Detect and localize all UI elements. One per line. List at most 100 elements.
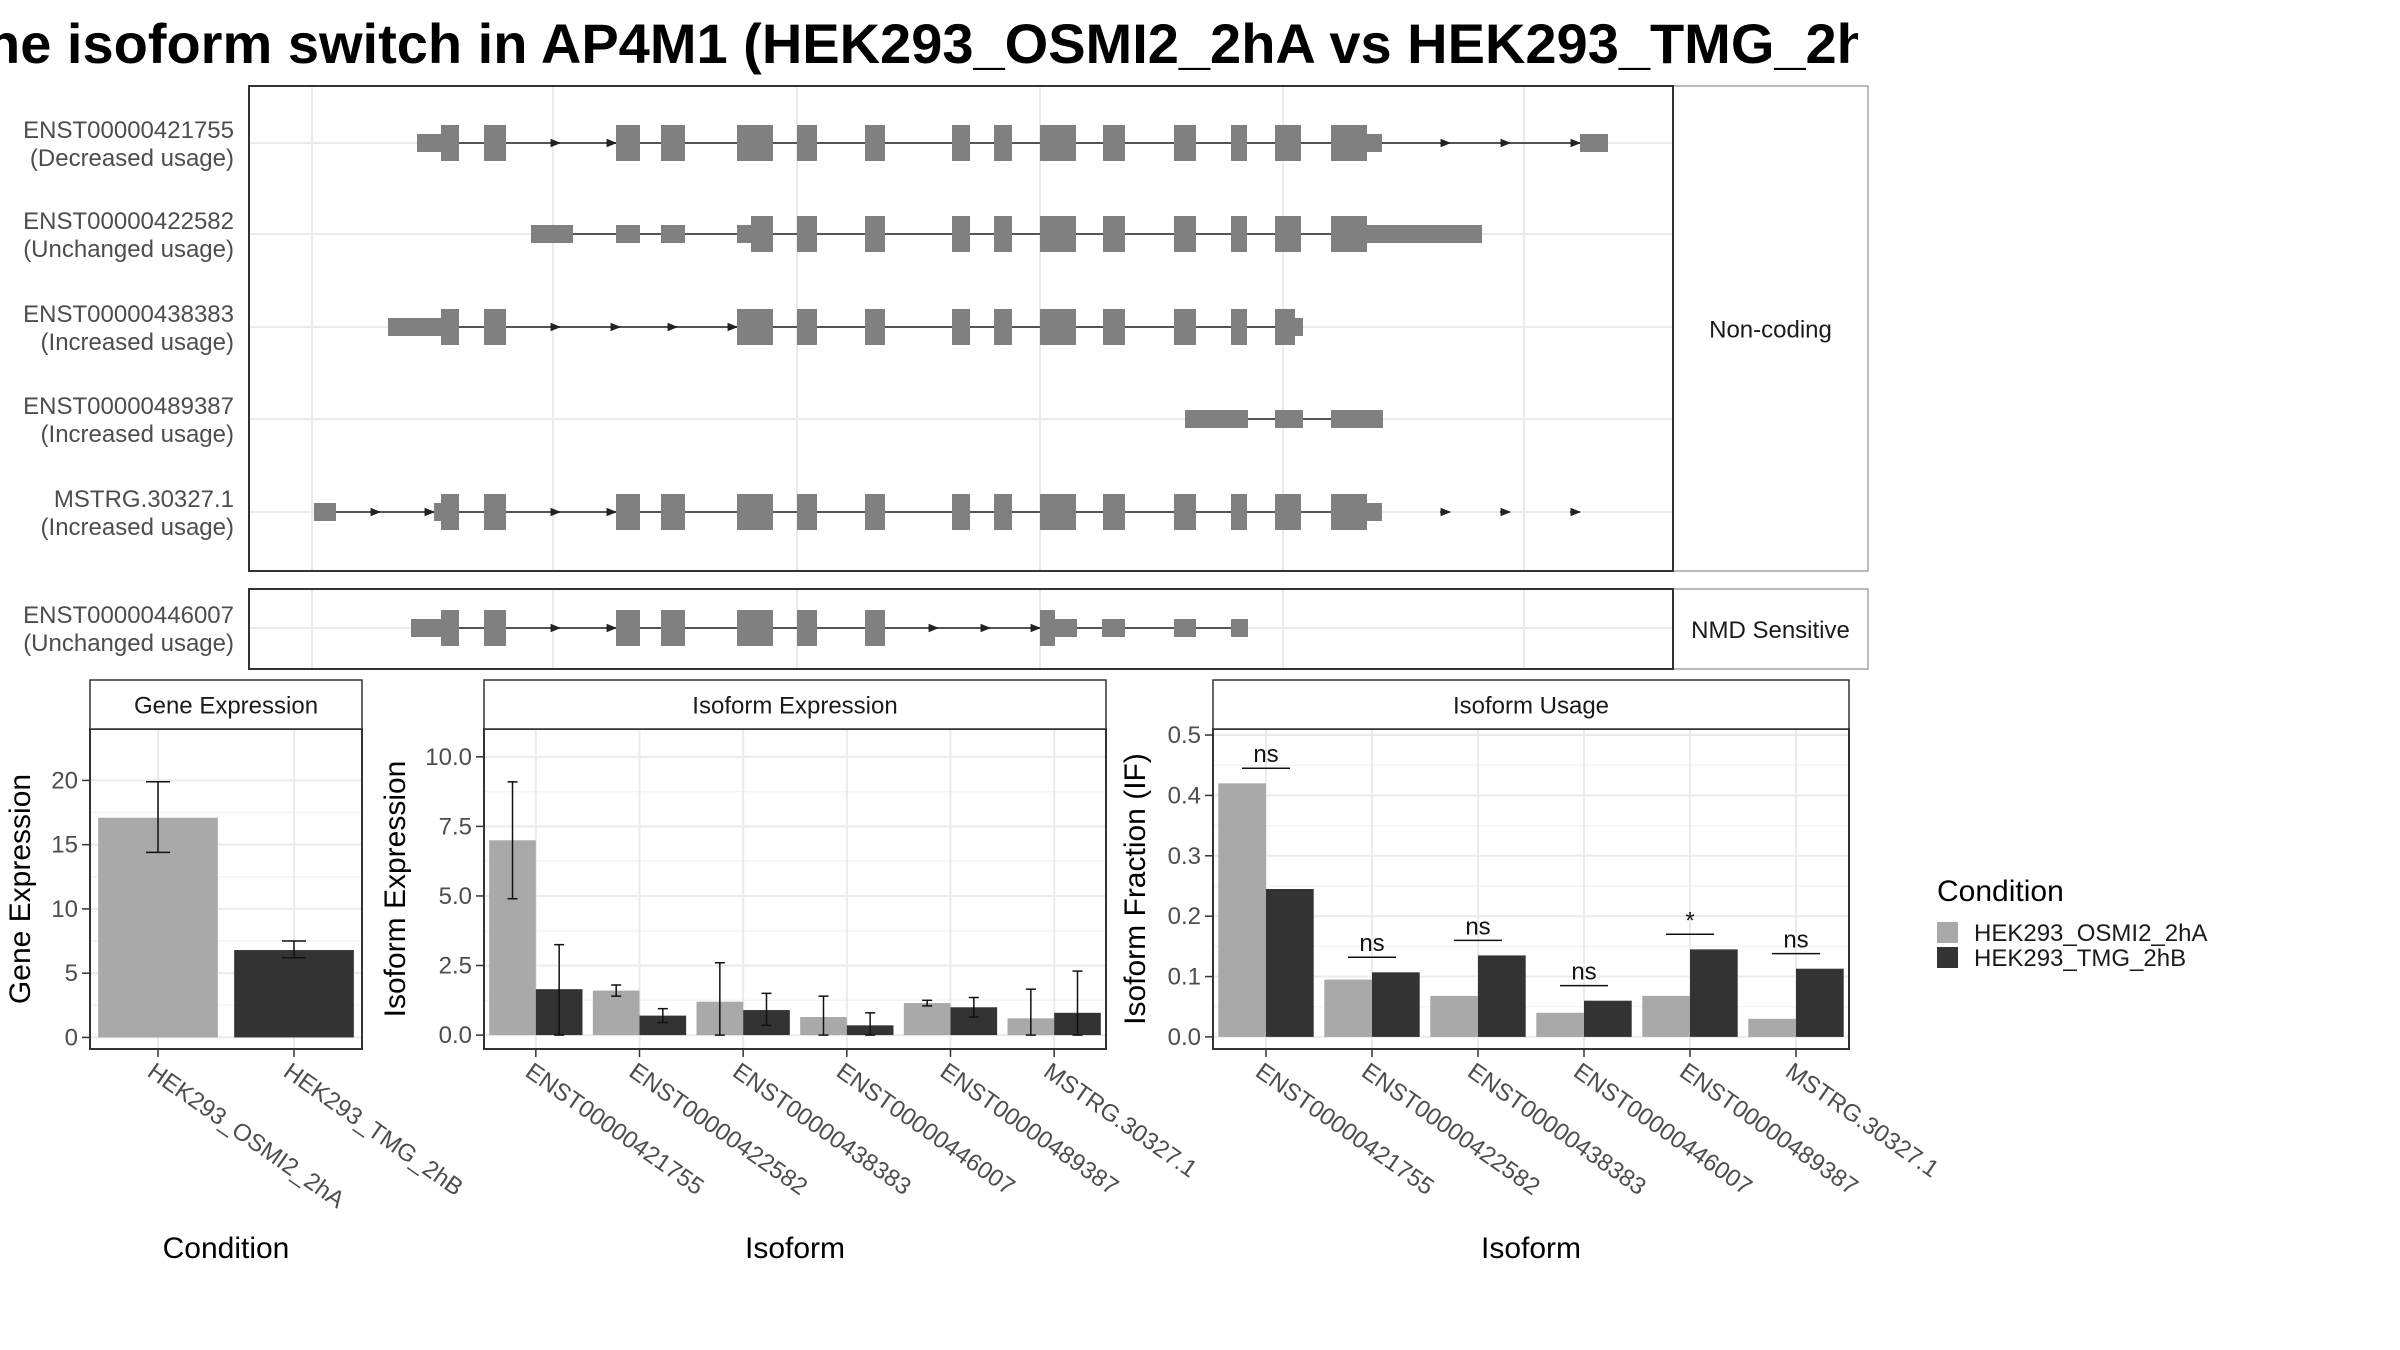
panel-strip (1672, 85, 1869, 572)
exon-utr (1367, 134, 1382, 152)
exon-coding (952, 125, 970, 161)
exon-coding (1174, 309, 1196, 345)
x-tick-label: ENST00000422582 (624, 1058, 812, 1201)
y-tick-label: 0.5 (1168, 722, 1201, 749)
panel-strip (1212, 679, 1850, 730)
exon-utr (616, 225, 640, 243)
exon-utr (1231, 619, 1248, 637)
exon-coding (797, 494, 817, 530)
exon-utr (434, 503, 441, 521)
exon-utr (737, 225, 751, 243)
structure-panel-1: Non-coding ENST00000421755(Decreased usag… (23, 85, 1869, 572)
y-tick-label: 5.0 (439, 883, 472, 910)
y-tick-label: 0.4 (1168, 782, 1201, 809)
bar (1748, 1018, 1796, 1037)
exon-coding (797, 216, 817, 252)
isoform-row: ENST00000438383(Increased usage) (23, 301, 1303, 356)
isoform-usage-label: (Unchanged usage) (23, 630, 234, 657)
y-tick-label: 7.5 (439, 813, 472, 840)
y-tick-label: 5 (65, 960, 78, 987)
significance-label: * (1685, 907, 1694, 934)
isoform-usage-label: (Unchanged usage) (23, 236, 234, 263)
x-tick-label: ENST00000489387 (935, 1058, 1123, 1201)
y-tick-label: 15 (51, 832, 78, 859)
y-axis-title: Isoform Fraction (IF) (1119, 753, 1152, 1025)
isoform-row: ENST00000446007(Unchanged usage) (23, 602, 1248, 657)
exon-coding (865, 309, 885, 345)
significance-label: ns (1465, 913, 1490, 940)
exon-coding (865, 610, 885, 646)
exon-coding (616, 610, 640, 646)
exon-coding (616, 125, 640, 161)
exon-coding (1040, 216, 1076, 252)
exon-utr (531, 225, 573, 243)
exon-utr (1331, 410, 1383, 428)
isoform-usage-label: (Increased usage) (41, 421, 234, 448)
exon-utr (314, 503, 336, 521)
exon-coding (797, 610, 817, 646)
x-tick-label: ENST00000438383 (728, 1058, 916, 1201)
bar (1266, 889, 1314, 1037)
bar (1796, 968, 1844, 1037)
x-tick-label: ENST00000421755 (1251, 1058, 1439, 1201)
isoform-usage-label: (Increased usage) (41, 329, 234, 356)
bar (1430, 995, 1478, 1037)
exon-coding (751, 216, 773, 252)
significance-label: ns (1571, 959, 1596, 986)
exon-coding (1231, 125, 1247, 161)
panel-strip (483, 679, 1107, 730)
exon-coding (952, 494, 970, 530)
exon-coding (797, 309, 817, 345)
exon-utr (1295, 318, 1303, 336)
exon-utr (1580, 134, 1608, 152)
exon-coding (1331, 216, 1367, 252)
y-tick-label: 0.2 (1168, 903, 1201, 930)
panel-strip (1672, 588, 1869, 670)
exon-coding (1040, 610, 1055, 646)
x-tick-label: ENST00000438383 (1463, 1058, 1651, 1201)
isoform-id-label: ENST00000421755 (23, 117, 234, 144)
panel-strip (89, 679, 363, 730)
bar (1536, 1012, 1584, 1037)
page-title: he isoform switch in AP4M1 (HEK293_OSMI2… (0, 12, 1858, 75)
exon-coding (1174, 216, 1196, 252)
x-tick-label: ENST00000446007 (831, 1058, 1019, 1201)
legend-item-label: HEK293_TMG_2hB (1974, 945, 2186, 972)
isoform-row: ENST00000422582(Unchanged usage) (23, 208, 1482, 263)
exon-utr (1174, 619, 1196, 637)
legend-item-label: HEK293_OSMI2_2hA (1974, 920, 2207, 947)
exon-coding (661, 610, 685, 646)
y-axis-title: Gene Expression (4, 774, 37, 1004)
exon-coding (1275, 216, 1301, 252)
exon-coding (441, 309, 459, 345)
exon-coding (661, 494, 685, 530)
exon-coding (1174, 125, 1196, 161)
exon-coding (737, 610, 773, 646)
strip-label: Non-coding (1709, 317, 1832, 344)
x-axis-title: Isoform (745, 1232, 845, 1265)
y-tick-label: 20 (51, 767, 78, 794)
y-tick-label: 0.3 (1168, 843, 1201, 870)
y-tick-label: 2.5 (439, 953, 472, 980)
chart-2: Isoform Expression 0.0 2.5 5.0 7.5 10.0 ENST00… (379, 679, 1202, 1265)
bar (1218, 783, 1266, 1037)
exon-coding (1103, 494, 1125, 530)
significance-label: ns (1253, 741, 1278, 768)
exon-coding (1040, 309, 1076, 345)
exon-coding (1275, 494, 1301, 530)
exon-coding (1231, 216, 1247, 252)
exon-utr (388, 318, 441, 336)
isoform-id-label: ENST00000446007 (23, 602, 234, 629)
exon-coding (737, 125, 773, 161)
panel-border (248, 85, 1674, 572)
exon-coding (1103, 216, 1125, 252)
isoform-id-label: MSTRG.30327.1 (54, 486, 234, 513)
x-axis-title: Condition (163, 1232, 290, 1265)
isoform-id-label: ENST00000489387 (23, 393, 234, 420)
plot-background (484, 729, 1106, 1049)
exon-utr (1367, 503, 1382, 521)
exon-utr (417, 134, 441, 152)
x-tick-label: ENST00000422582 (1357, 1058, 1545, 1201)
x-axis-title: Isoform (1481, 1232, 1581, 1265)
